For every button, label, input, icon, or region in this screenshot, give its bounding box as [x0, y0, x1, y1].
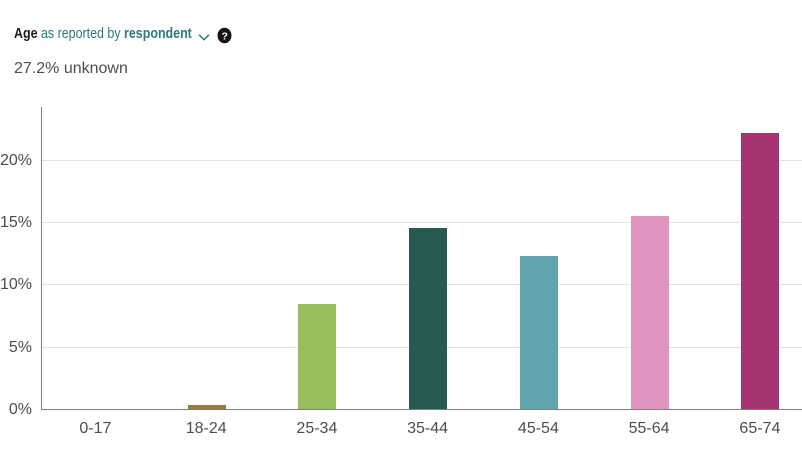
- svg-text:?: ?: [221, 30, 227, 42]
